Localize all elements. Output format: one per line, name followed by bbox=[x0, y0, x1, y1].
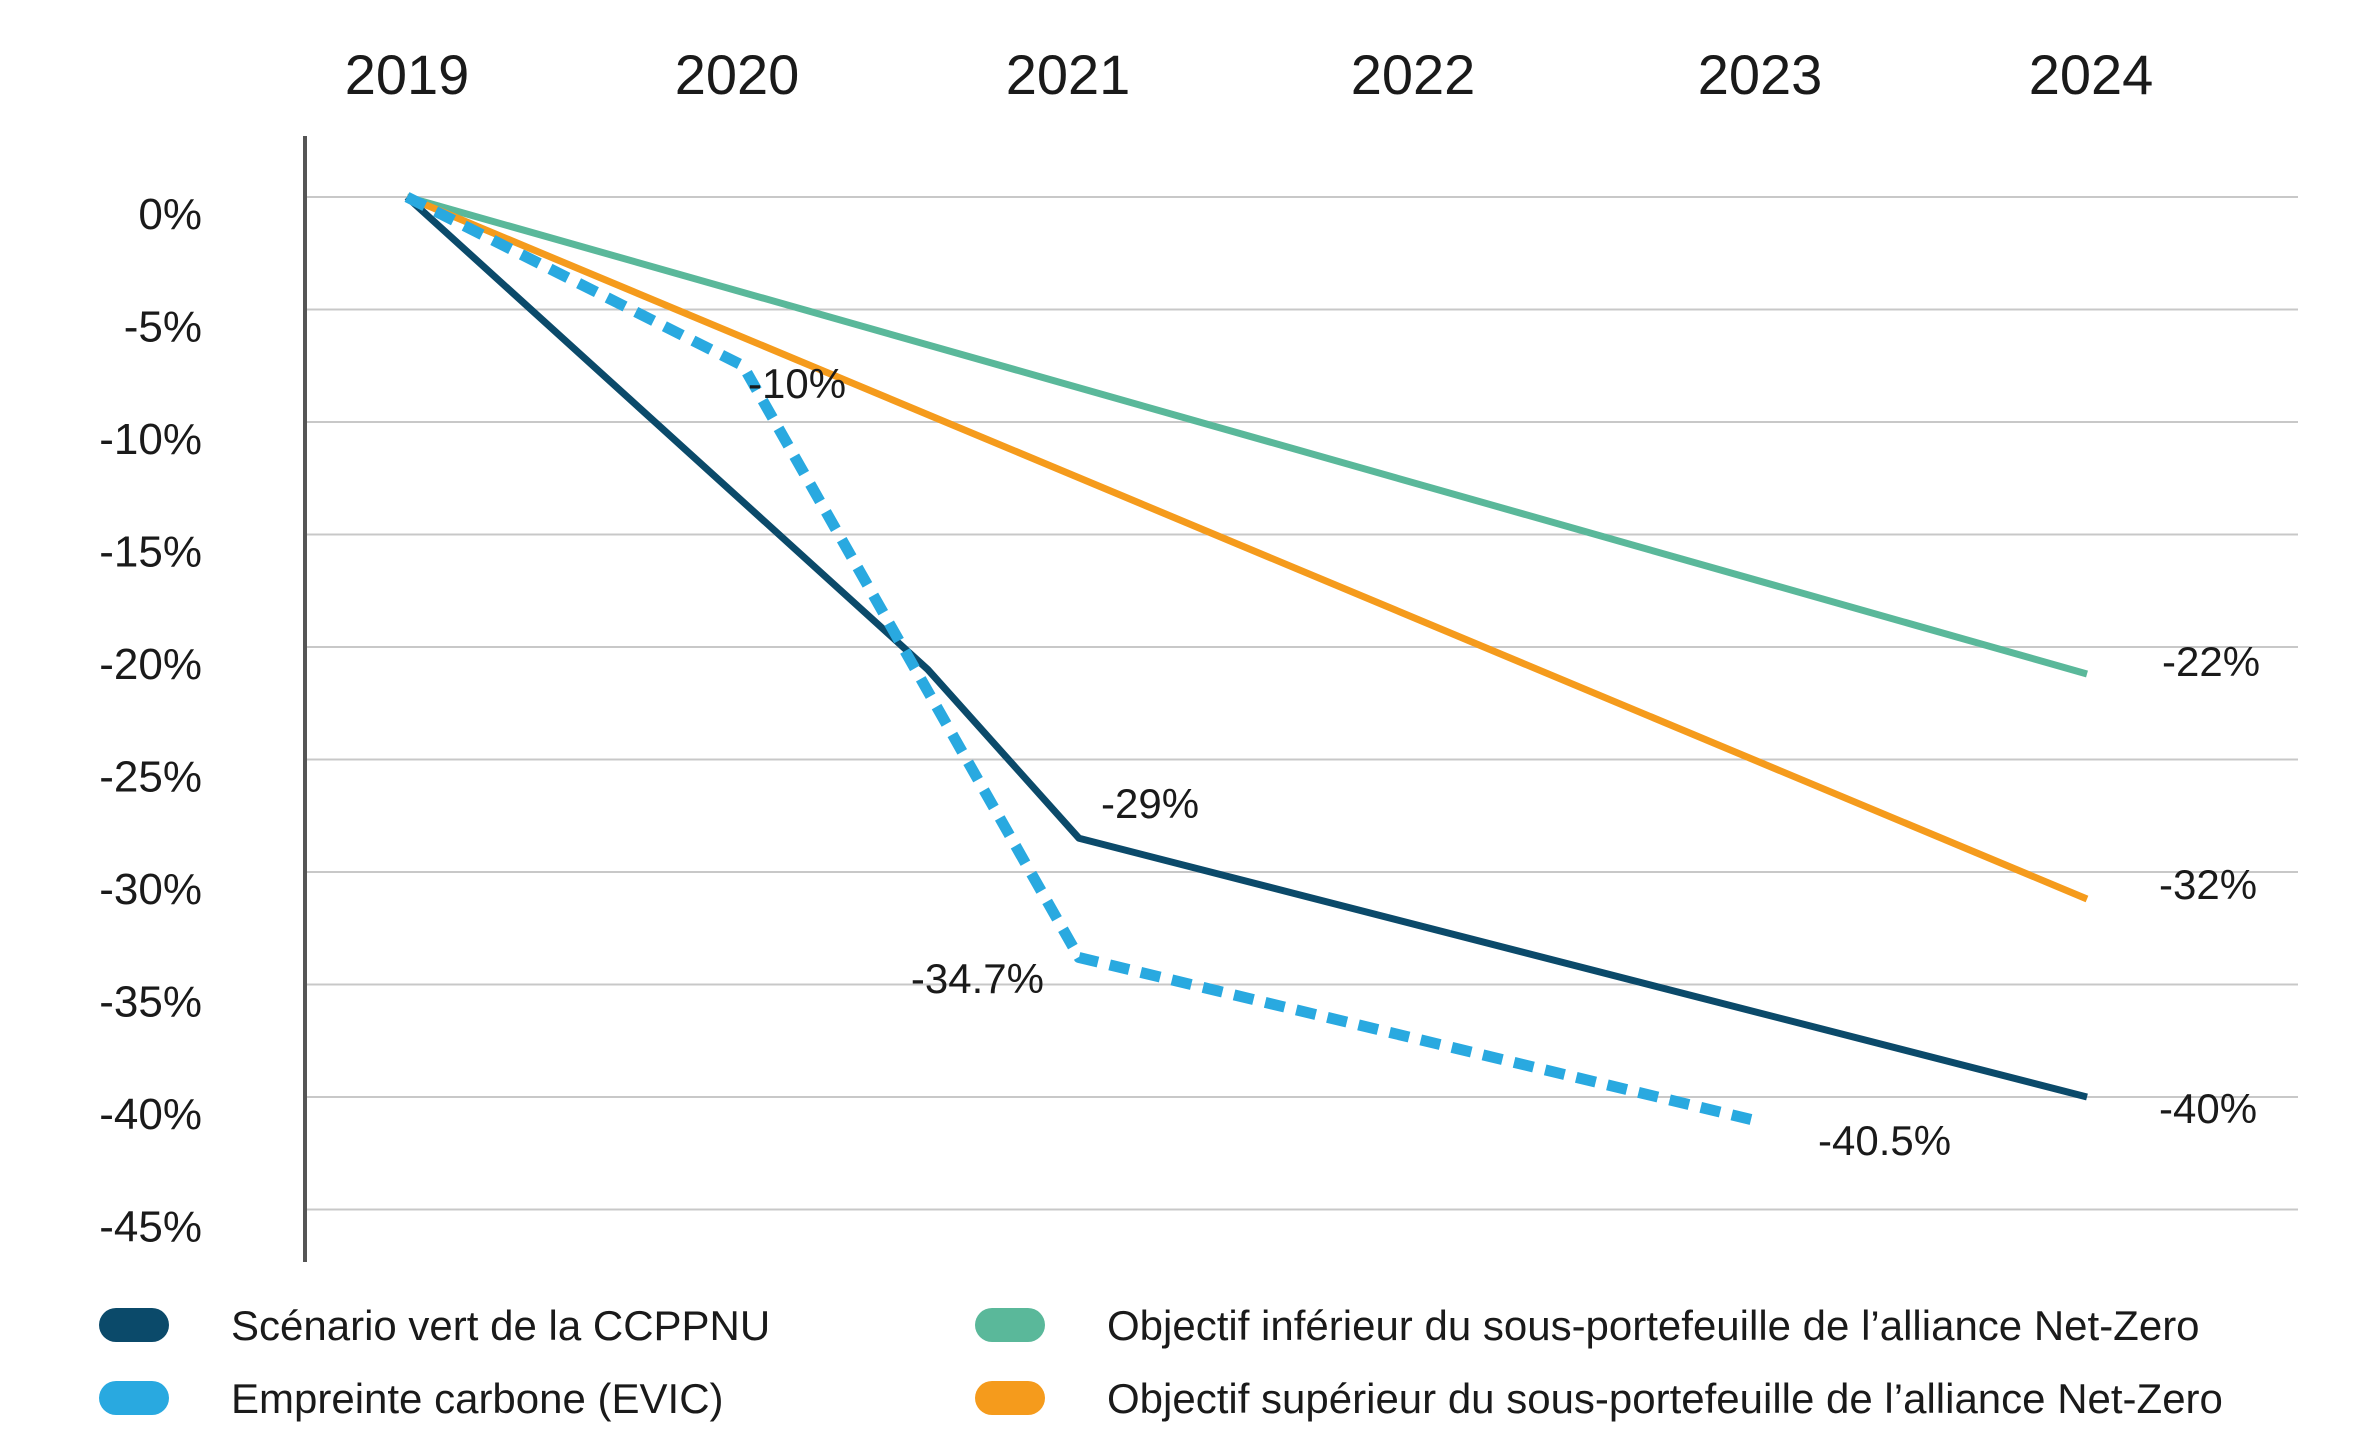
y-tick-label: -20% bbox=[99, 640, 202, 689]
legend-swatch-0 bbox=[99, 1308, 169, 1342]
series-line-0 bbox=[404, 194, 2088, 1101]
data-label: -40% bbox=[2159, 1085, 2257, 1132]
x-tick-label-2019: 2019 bbox=[345, 43, 470, 106]
legend-swatch-3 bbox=[975, 1381, 1045, 1415]
x-tick-label-2023: 2023 bbox=[1698, 43, 1823, 106]
data-label: -34.7% bbox=[911, 955, 1044, 1002]
legend-swatch-2 bbox=[975, 1308, 1045, 1342]
y-tick-label: -5% bbox=[124, 303, 202, 352]
y-tick-label: 0% bbox=[138, 190, 202, 239]
x-tick-label-2020: 2020 bbox=[675, 43, 800, 106]
legend-swatch-1 bbox=[99, 1381, 169, 1415]
gridlines bbox=[305, 196, 2298, 1211]
data-label: -22% bbox=[2162, 638, 2260, 685]
data-label: -40.5% bbox=[1818, 1117, 1951, 1164]
x-tick-labels: 2019 2020 2021 2022 2023 2024 bbox=[345, 43, 2154, 106]
data-label: -10% bbox=[748, 360, 846, 407]
legend: Scénario vert de la CCPPNU Empreinte carb… bbox=[99, 1302, 2223, 1422]
data-label: -29% bbox=[1101, 780, 1199, 827]
legend-label-1: Empreinte carbone (EVIC) bbox=[231, 1375, 724, 1422]
y-tick-label: -35% bbox=[99, 978, 202, 1027]
y-tick-label: -45% bbox=[99, 1203, 202, 1252]
series-line-1 bbox=[404, 192, 1753, 1125]
y-tick-label: -30% bbox=[99, 865, 202, 914]
series-line-3 bbox=[405, 193, 2089, 903]
series-lines bbox=[404, 192, 2089, 1125]
legend-label-3: Objectif supérieur du sous-portefeuille … bbox=[1107, 1375, 2223, 1422]
legend-label-2: Objectif inférieur du sous-portefeuille … bbox=[1107, 1302, 2200, 1349]
y-tick-label: -10% bbox=[99, 415, 202, 464]
series-line-2 bbox=[406, 193, 2088, 678]
y-tick-labels: 0% -5% -10% -15% -20% -25% -30% -35% -40% -45% bbox=[99, 190, 202, 1252]
x-tick-label-2021: 2021 bbox=[1006, 43, 1131, 106]
y-tick-label: -40% bbox=[99, 1090, 202, 1139]
x-tick-label-2022: 2022 bbox=[1351, 43, 1476, 106]
x-tick-label-2024: 2024 bbox=[2029, 43, 2154, 106]
y-tick-label: -15% bbox=[99, 528, 202, 577]
data-label: -32% bbox=[2159, 861, 2257, 908]
y-tick-label: -25% bbox=[99, 753, 202, 802]
data-labels: -29% -40% -10% -34.7% -40.5% -22% -32% bbox=[748, 360, 2260, 1164]
legend-label-0: Scénario vert de la CCPPNU bbox=[231, 1302, 770, 1349]
